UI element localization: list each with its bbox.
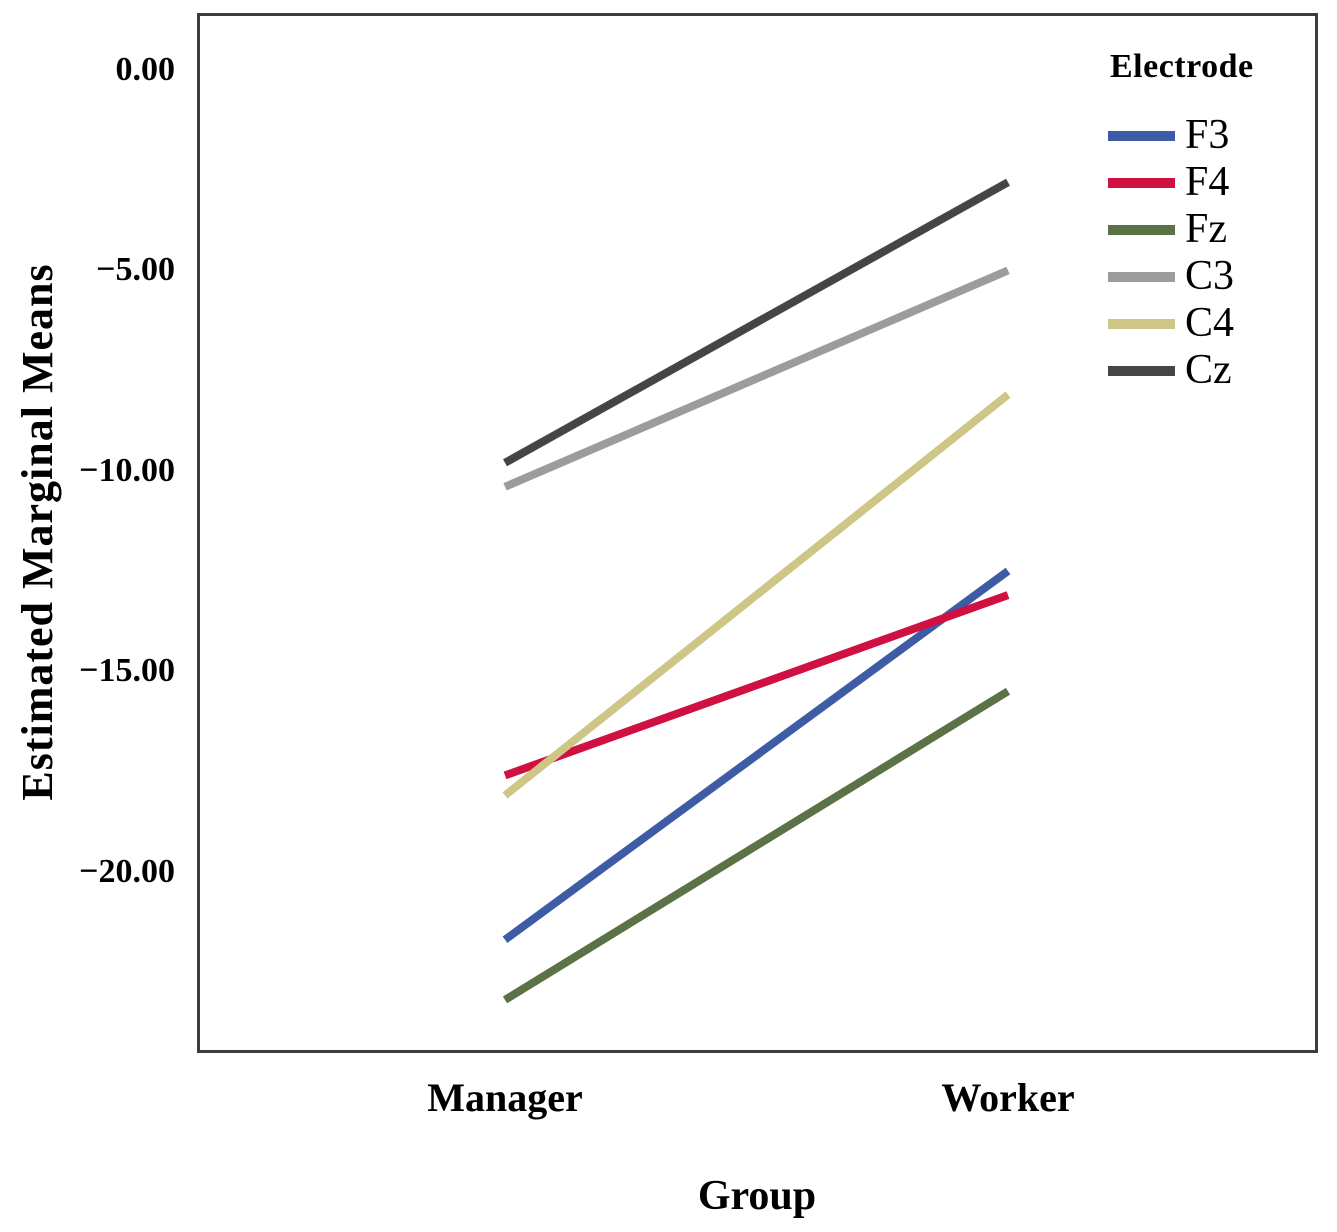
legend-swatch-icon	[1108, 271, 1175, 282]
legend-swatch-icon	[1108, 318, 1175, 329]
legend-label: C4	[1185, 300, 1235, 346]
series-line-C4	[502, 391, 1011, 799]
legend-label: Cz	[1185, 347, 1232, 393]
legend-swatch-icon	[1108, 130, 1175, 141]
legend-title: Electrode	[1110, 48, 1254, 85]
x-tick-worker: Worker	[941, 1075, 1075, 1120]
x-axis-title: Group	[697, 1173, 817, 1219]
legend-swatch-icon	[1108, 365, 1175, 376]
legend-entries: F3 F4 Fz C3 C4 Cz	[1108, 112, 1328, 394]
legend-entry-F3: F3	[1108, 112, 1328, 159]
y-tick-label: −10.00	[79, 451, 175, 489]
legend-swatch-icon	[1108, 177, 1175, 188]
y-tick-label: −15.00	[79, 652, 175, 690]
legend-label: F3	[1185, 112, 1230, 158]
legend: Electrode F3 F4 Fz C3 C4 Cz	[1108, 48, 1328, 394]
legend-entry-C4: C4	[1108, 300, 1328, 347]
y-axis-title: Estimated Marginal Means	[13, 263, 62, 801]
legend-swatch-icon	[1108, 224, 1175, 235]
legend-entry-Fz: Fz	[1108, 206, 1328, 253]
series-line-Fz	[502, 687, 1011, 1004]
legend-label: C3	[1185, 253, 1235, 299]
legend-entry-Cz: Cz	[1108, 347, 1328, 394]
legend-label: F4	[1185, 159, 1230, 205]
y-tick-label: 0.00	[115, 51, 176, 88]
y-tick-label: −5.00	[96, 251, 175, 289]
x-tick-manager: Manager	[427, 1075, 583, 1120]
legend-entry-C3: C3	[1108, 253, 1328, 300]
series-line-F4	[503, 591, 1010, 780]
legend-label: Fz	[1185, 206, 1227, 252]
series-line-Cz	[503, 178, 1010, 467]
legend-entry-F4: F4	[1108, 159, 1328, 206]
series-line-F3	[502, 567, 1011, 943]
series-line-C3	[503, 266, 1010, 491]
y-tick-label: −20.00	[79, 852, 175, 890]
